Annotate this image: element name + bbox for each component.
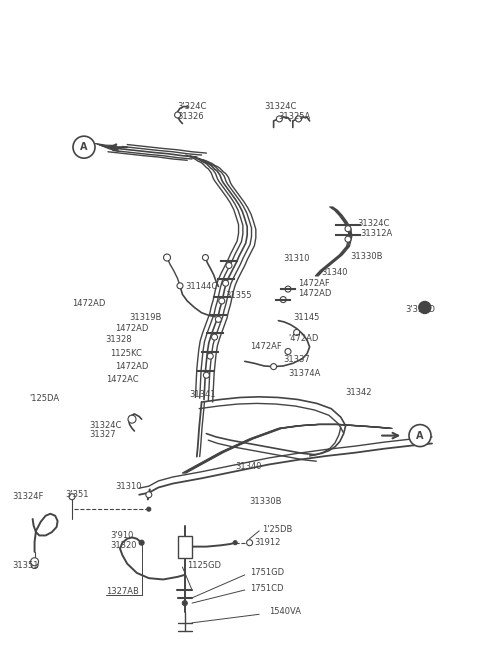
Text: '125DA: '125DA [29, 394, 59, 403]
Text: 31145: 31145 [293, 313, 319, 323]
Text: 1472AF: 1472AF [250, 342, 281, 351]
Text: 1472AD: 1472AD [115, 362, 149, 371]
Circle shape [73, 136, 95, 158]
Bar [178, 535, 192, 558]
Text: 31328: 31328 [106, 334, 132, 344]
Text: 31324F: 31324F [12, 491, 43, 501]
Text: 31912: 31912 [254, 538, 281, 547]
Text: A: A [416, 430, 424, 441]
Text: 3'351: 3'351 [65, 490, 88, 499]
Text: 1751GD: 1751GD [250, 568, 284, 578]
Circle shape [147, 507, 151, 511]
Text: 1472AD: 1472AD [115, 324, 149, 333]
Text: 31310: 31310 [115, 482, 142, 491]
Text: 31324C: 31324C [264, 102, 296, 111]
Text: 3'355D: 3'355D [406, 305, 435, 314]
Text: 1472AD: 1472AD [298, 289, 331, 298]
Circle shape [146, 491, 152, 498]
Text: 31330B: 31330B [350, 252, 383, 261]
Text: 31310: 31310 [283, 254, 310, 263]
Circle shape [294, 329, 300, 336]
Text: 1472AD: 1472AD [72, 299, 106, 308]
Text: 31374A: 31374A [288, 369, 320, 378]
Circle shape [345, 237, 351, 242]
Circle shape [419, 302, 431, 313]
Circle shape [128, 415, 136, 423]
Circle shape [164, 254, 170, 261]
Circle shape [219, 298, 225, 304]
Text: 31144C: 31144C [185, 282, 217, 291]
Text: 1540VA: 1540VA [269, 606, 301, 616]
Circle shape [271, 363, 276, 370]
Text: 31327: 31327 [89, 430, 115, 440]
Circle shape [345, 226, 351, 232]
Text: 31320: 31320 [110, 541, 137, 550]
Text: 31355: 31355 [226, 291, 252, 300]
Circle shape [203, 254, 208, 261]
Text: 31325A: 31325A [278, 112, 311, 122]
Text: 1472AF: 1472AF [298, 279, 329, 288]
Circle shape [212, 334, 217, 340]
Text: 31342: 31342 [346, 388, 372, 397]
Text: 31324C: 31324C [89, 421, 121, 430]
Circle shape [31, 562, 38, 568]
Text: 31340: 31340 [235, 462, 262, 471]
Circle shape [175, 112, 180, 118]
Circle shape [285, 348, 291, 355]
Circle shape [285, 286, 291, 292]
Text: 31312A: 31312A [360, 229, 392, 238]
Text: 1125GD: 1125GD [187, 560, 221, 570]
Text: '472AD: '472AD [288, 334, 318, 343]
Text: 1472AC: 1472AC [106, 375, 138, 384]
Circle shape [177, 283, 183, 289]
Circle shape [207, 353, 213, 359]
Circle shape [31, 558, 38, 566]
Circle shape [233, 541, 237, 545]
Text: 31351: 31351 [12, 560, 38, 570]
Text: 1751CD: 1751CD [250, 583, 283, 593]
Circle shape [247, 539, 252, 546]
Text: 31319B: 31319B [130, 313, 162, 322]
Circle shape [216, 317, 221, 323]
Text: 31341: 31341 [190, 390, 216, 399]
Text: 31337: 31337 [283, 355, 310, 364]
Circle shape [69, 493, 75, 500]
Text: 3'910: 3'910 [110, 531, 134, 540]
Text: 1327AB: 1327AB [106, 587, 138, 596]
Circle shape [223, 281, 228, 286]
Circle shape [296, 116, 301, 122]
Text: 1125KC: 1125KC [110, 349, 142, 358]
Text: A: A [80, 142, 88, 152]
Circle shape [182, 600, 187, 606]
Circle shape [204, 373, 209, 378]
Text: 1'25DB: 1'25DB [262, 525, 292, 534]
Circle shape [276, 116, 282, 122]
Text: 31340: 31340 [322, 268, 348, 277]
Text: 3'324C: 3'324C [178, 102, 207, 111]
Circle shape [139, 540, 144, 545]
Text: 31330B: 31330B [250, 497, 282, 507]
Text: 31324C: 31324C [358, 219, 390, 228]
Circle shape [280, 296, 286, 303]
Circle shape [226, 263, 232, 269]
Text: 31326: 31326 [178, 112, 204, 122]
Circle shape [409, 424, 431, 447]
